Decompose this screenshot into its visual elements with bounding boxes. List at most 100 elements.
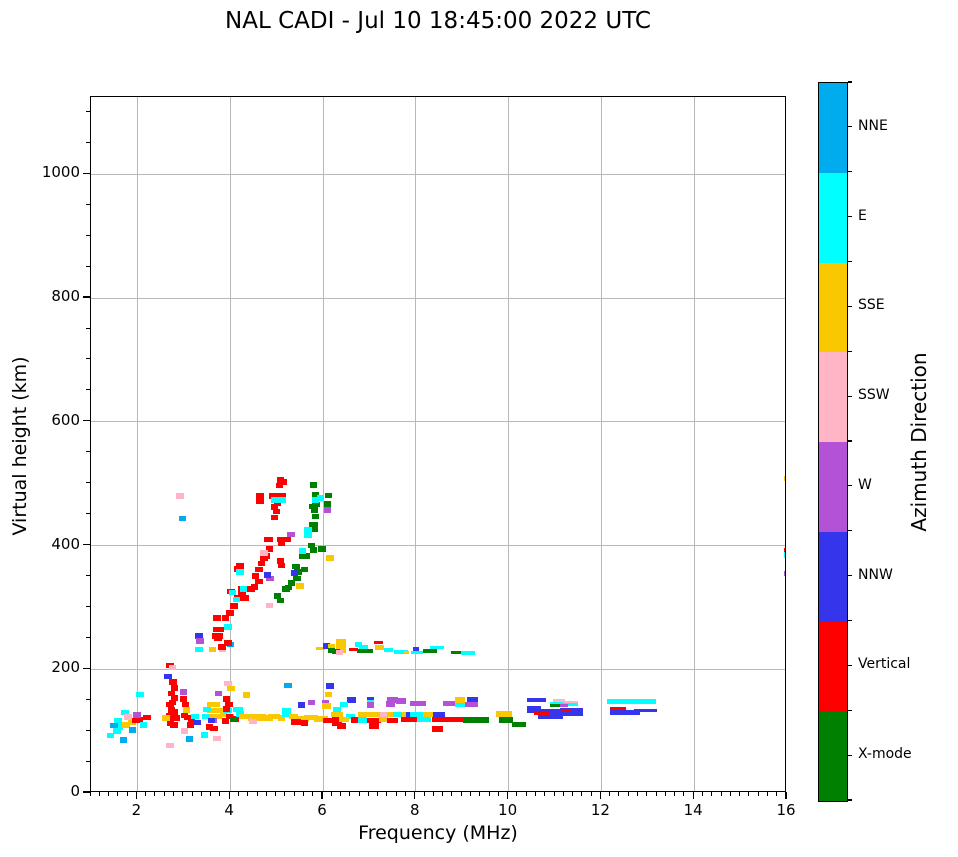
- colorbar-category-label: SSE: [858, 297, 885, 314]
- x-minor-tick: [637, 792, 639, 796]
- data-cell: [221, 718, 230, 724]
- data-cell: [335, 638, 346, 653]
- data-cell: [409, 712, 424, 721]
- data-cell: [339, 716, 349, 723]
- gridline: [136, 97, 138, 791]
- data-cell: [283, 536, 291, 543]
- x-tick: [228, 792, 230, 799]
- data-cell: [527, 698, 546, 703]
- data-cell: [236, 569, 244, 575]
- data-cell: [239, 713, 254, 720]
- data-cell: [143, 714, 151, 721]
- colorbar-segment-x-mode: [819, 711, 847, 801]
- x-minor-tick: [358, 792, 360, 796]
- x-minor-tick: [609, 792, 611, 796]
- data-cell: [181, 701, 190, 708]
- x-tick: [414, 792, 416, 799]
- data-cell: [122, 722, 130, 728]
- data-cell: [226, 610, 234, 616]
- data-cell: [297, 702, 306, 708]
- x-tick: [692, 792, 694, 799]
- data-cell: [239, 586, 248, 592]
- data-cell: [316, 495, 324, 501]
- data-cell: [312, 501, 320, 508]
- data-cell: [249, 718, 257, 724]
- x-minor-tick: [367, 792, 369, 796]
- data-cell: [106, 732, 115, 739]
- data-cell: [222, 706, 231, 712]
- data-cell: [207, 701, 215, 708]
- y-tick: [83, 667, 90, 669]
- data-cell: [277, 715, 285, 721]
- y-tick: [83, 172, 90, 174]
- data-cell: [233, 706, 243, 713]
- data-cell: [300, 720, 309, 726]
- data-cell: [218, 644, 226, 650]
- x-minor-tick: [525, 792, 527, 796]
- data-cell: [185, 736, 194, 742]
- x-tick-label: 10: [498, 801, 518, 819]
- y-minor-tick: [86, 605, 90, 607]
- data-cell: [429, 645, 444, 650]
- y-tick-label: 400: [51, 534, 80, 553]
- x-tick-label: 6: [317, 801, 327, 819]
- data-cell: [552, 698, 565, 702]
- data-cell: [499, 717, 514, 723]
- data-cell: [282, 708, 292, 717]
- data-cell: [179, 689, 188, 695]
- colorbar-category-label: SSW: [858, 387, 890, 404]
- x-minor-tick: [562, 792, 564, 796]
- data-cell: [257, 560, 265, 567]
- x-minor-tick: [534, 792, 536, 796]
- x-minor-tick: [757, 792, 759, 796]
- data-cell: [170, 709, 179, 715]
- data-cell: [784, 475, 785, 482]
- data-cell: [250, 584, 259, 590]
- data-cell: [340, 701, 348, 708]
- data-cell: [350, 717, 359, 723]
- y-minor-tick: [86, 729, 90, 731]
- data-cell: [207, 707, 215, 714]
- data-cell: [195, 633, 203, 639]
- data-cell: [431, 726, 444, 733]
- data-cell: [255, 566, 263, 573]
- data-cell: [225, 701, 233, 708]
- data-cell: [463, 717, 489, 723]
- colorbar-boundary-tick: [848, 260, 852, 263]
- x-minor-tick: [182, 792, 184, 796]
- data-cell: [135, 717, 143, 723]
- data-cell: [313, 715, 328, 722]
- data-cell: [495, 711, 513, 717]
- data-cell: [455, 697, 465, 703]
- data-cell: [279, 479, 288, 485]
- data-cell: [221, 615, 230, 621]
- x-minor-tick: [330, 792, 332, 796]
- data-cell: [200, 732, 208, 738]
- data-cell: [272, 508, 281, 515]
- x-minor-tick: [739, 792, 741, 796]
- data-cell: [196, 638, 204, 644]
- colorbar-boundary-tick: [848, 81, 852, 83]
- x-minor-tick: [655, 792, 657, 796]
- data-cell: [347, 697, 357, 703]
- data-cell: [276, 597, 285, 604]
- x-minor-tick: [646, 792, 648, 796]
- x-minor-tick: [451, 792, 453, 796]
- colorbar-segment-nne: [819, 83, 847, 173]
- gridline: [322, 97, 324, 791]
- y-minor-tick: [86, 141, 90, 143]
- data-cell: [324, 492, 333, 499]
- data-cell: [550, 701, 565, 705]
- data-cell: [179, 696, 188, 702]
- x-minor-tick: [618, 792, 620, 796]
- data-cell: [136, 691, 144, 698]
- data-cell: [386, 717, 399, 724]
- x-minor-tick: [664, 792, 666, 796]
- y-tick: [83, 791, 90, 793]
- x-minor-tick: [377, 792, 379, 796]
- data-cell: [232, 596, 241, 603]
- x-minor-tick: [312, 792, 314, 796]
- y-minor-tick: [86, 234, 90, 236]
- colorbar-category-label: X-mode: [858, 746, 912, 763]
- data-cell: [466, 697, 479, 703]
